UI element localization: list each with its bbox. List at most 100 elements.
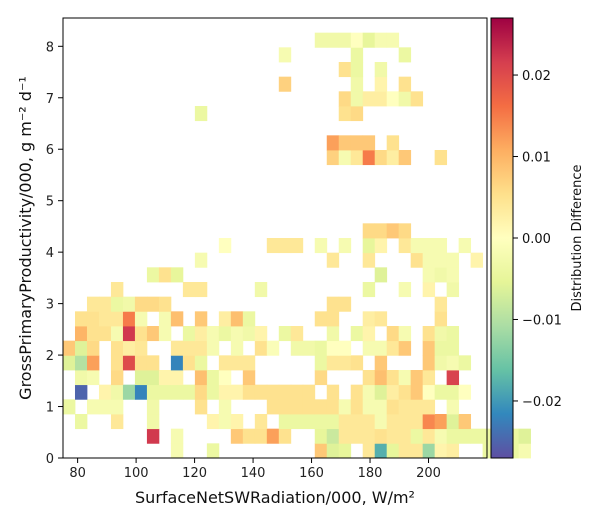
heatmap-cell — [338, 135, 352, 151]
heatmap-cell — [446, 252, 460, 268]
heatmap-cell — [386, 32, 400, 48]
heatmap-cell — [434, 443, 448, 459]
heatmap-cell — [98, 384, 112, 400]
heatmap-cell — [146, 399, 160, 415]
heatmap-cell — [314, 428, 328, 444]
heatmap-cell — [386, 326, 400, 342]
heatmap-cell — [422, 355, 436, 371]
heatmap-cell — [434, 384, 448, 400]
heatmap-cell — [134, 355, 148, 371]
heatmap-cell — [254, 384, 268, 400]
heatmap-cell — [182, 326, 196, 342]
heatmap-cell — [218, 370, 232, 386]
heatmap-cell — [146, 370, 160, 386]
heatmap-cell — [326, 384, 340, 400]
heatmap-cell — [170, 370, 184, 386]
heatmap-cell — [194, 252, 208, 268]
heatmap-cell — [314, 414, 328, 430]
heatmap-cell — [362, 135, 376, 151]
heatmap-cell — [374, 443, 388, 459]
heatmap-cell — [434, 428, 448, 444]
heatmap-cell — [446, 443, 460, 459]
heatmap-cell — [218, 414, 232, 430]
heatmap-cell — [422, 238, 436, 254]
heatmap-cell — [338, 355, 352, 371]
plot-frame — [62, 17, 488, 459]
heatmap-cell — [518, 443, 531, 459]
heatmap-cell — [422, 399, 436, 415]
heatmap-cell — [338, 91, 352, 107]
heatmap-cell — [386, 399, 400, 415]
heatmap-cell — [362, 326, 376, 342]
heatmap-cell — [326, 355, 340, 371]
heatmap-cell — [446, 370, 460, 386]
heatmap-cell — [338, 32, 352, 48]
colorbar-label: Distribution Difference — [570, 165, 585, 312]
heatmap-cell — [338, 62, 352, 78]
heatmap-cell — [386, 384, 400, 400]
heatmap-cell — [362, 282, 376, 298]
heatmap-cell — [242, 326, 256, 342]
colorbar-tick-label: −0.02 — [522, 395, 562, 410]
heatmap-cell — [134, 296, 148, 312]
heatmap-cell — [134, 370, 148, 386]
heatmap-cell — [146, 267, 160, 283]
heatmap-cell — [182, 340, 196, 356]
heatmap-cell — [362, 370, 376, 386]
heatmap-cell — [110, 414, 124, 430]
heatmap-cell — [410, 384, 424, 400]
heatmap-cell — [278, 238, 292, 254]
heatmap-cell — [374, 267, 388, 283]
heatmap-cell — [146, 326, 160, 342]
colorbar — [490, 17, 514, 459]
heatmap-cell — [254, 326, 268, 342]
heatmap-cell — [326, 135, 340, 151]
heatmap-cell — [278, 428, 292, 444]
heatmap-cell — [362, 443, 376, 459]
heatmap-cell — [302, 414, 316, 430]
heatmap-cell — [194, 340, 208, 356]
heatmap-cell — [194, 326, 208, 342]
heatmap-cell — [146, 384, 160, 400]
heatmap-cell — [194, 384, 208, 400]
heatmap-cell — [326, 311, 340, 327]
heatmap-cell — [422, 267, 436, 283]
heatmap-cell — [362, 252, 376, 268]
heatmap-cell — [254, 428, 268, 444]
heatmap-cell — [338, 106, 352, 122]
heatmap-cell — [254, 414, 268, 430]
heatmap-cell — [374, 150, 388, 166]
heatmap-cells — [63, 32, 531, 459]
colorbar-tick-label: 0.01 — [522, 151, 551, 166]
heatmap-cell — [170, 443, 184, 459]
heatmap-cell — [458, 414, 472, 430]
heatmap-cell — [110, 384, 124, 400]
heatmap-cell — [110, 311, 124, 327]
heatmap-cell — [170, 340, 184, 356]
heatmap-cell — [374, 62, 388, 78]
y-tick-label: 3 — [46, 298, 54, 313]
heatmap-cell — [326, 296, 340, 312]
heatmap-cell — [350, 384, 364, 400]
heatmap-cell — [398, 414, 412, 430]
heatmap-cell — [302, 399, 316, 415]
heatmap-cell — [314, 311, 328, 327]
heatmap-cell — [314, 32, 328, 48]
heatmap-cell — [266, 340, 280, 356]
heatmap-cell — [434, 355, 448, 371]
heatmap-cell — [86, 296, 100, 312]
heatmap-cell — [218, 311, 232, 327]
heatmap-cell — [326, 443, 340, 459]
heatmap-cell — [146, 296, 160, 312]
heatmap-cell — [242, 370, 256, 386]
heatmap-cell — [350, 135, 364, 151]
heatmap-cell — [434, 340, 448, 356]
y-tick-label: 5 — [46, 195, 54, 210]
heatmap-cell — [410, 252, 424, 268]
heatmap-cell — [122, 326, 136, 342]
heatmap-cell — [278, 414, 292, 430]
heatmap-cell — [338, 414, 352, 430]
heatmap-cell — [86, 370, 100, 386]
heatmap-cell — [122, 384, 136, 400]
heatmap-cell — [446, 355, 460, 371]
